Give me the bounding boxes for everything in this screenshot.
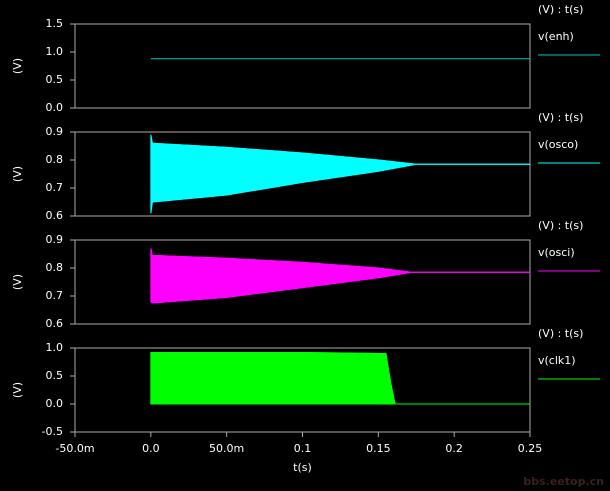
band-low <box>150 163 530 214</box>
legend-label: v(osci) <box>538 246 575 259</box>
y-tick-label: 0.6 <box>46 317 64 330</box>
x-tick-label: -50.0m <box>55 442 94 455</box>
y-tick-label: 0.8 <box>46 261 64 274</box>
y-tick-label: -0.5 <box>42 425 63 438</box>
legend-header: (V) : t(s) <box>538 219 583 232</box>
watermark: bbs.eetop.cn <box>523 475 604 488</box>
y-axis-label: (V) <box>11 382 24 398</box>
y-tick-label: 1.5 <box>46 17 64 30</box>
legend-header: (V) : t(s) <box>538 3 583 16</box>
plot-frame <box>74 131 531 217</box>
plot-frame <box>74 23 531 109</box>
x-tick-label: 0.15 <box>366 442 391 455</box>
y-axis-label: (V) <box>11 274 24 290</box>
plot-frame <box>74 239 531 325</box>
x-tick-label: 0.2 <box>445 442 463 455</box>
y-tick-label: 0.7 <box>46 289 64 302</box>
legend-label: v(osco) <box>538 138 578 151</box>
legend-header: (V) : t(s) <box>538 111 583 124</box>
legend-label: v(clk1) <box>538 354 576 367</box>
y-tick-label: 0.0 <box>46 397 64 410</box>
y-tick-label: 0.5 <box>46 369 64 382</box>
y-tick-label: 0.5 <box>46 73 64 86</box>
y-tick-label: 0.0 <box>46 101 64 114</box>
y-tick-label: 0.7 <box>46 181 64 194</box>
x-tick-label: 0.1 <box>294 442 312 455</box>
x-tick-label: 50.0m <box>209 442 244 455</box>
x-tick-label: 0.0 <box>142 442 160 455</box>
band-low <box>150 271 530 304</box>
x-axis-label: t(s) <box>293 461 312 474</box>
y-tick-label: 0.9 <box>46 125 64 138</box>
y-tick-label: 0.8 <box>46 153 64 166</box>
band-fill <box>150 351 530 405</box>
y-tick-label: 0.6 <box>46 209 64 222</box>
y-axis-label: (V) <box>11 166 24 182</box>
legend-header: (V) : t(s) <box>538 327 583 340</box>
x-tick-label: 0.25 <box>518 442 543 455</box>
band-fill <box>150 248 530 304</box>
legend-label: v(enh) <box>538 30 574 43</box>
y-tick-label: 1.0 <box>46 341 64 354</box>
y-axis-label: (V) <box>11 58 24 74</box>
y-tick-label: 1.0 <box>46 45 64 58</box>
y-tick-label: 0.9 <box>46 233 64 246</box>
